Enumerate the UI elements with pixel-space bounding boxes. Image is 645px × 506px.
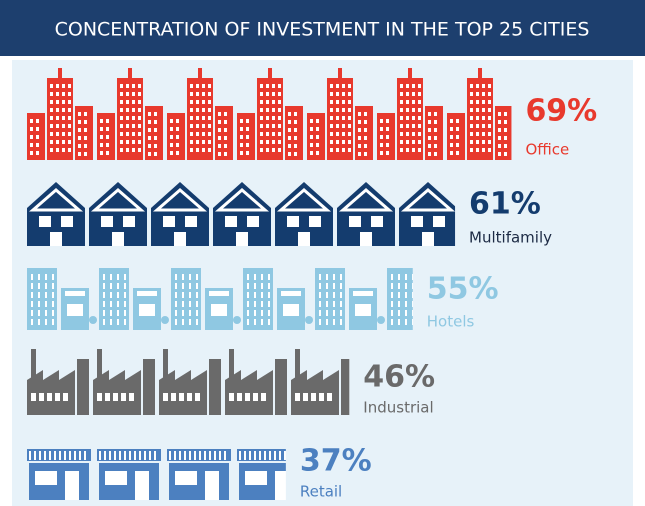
category-label: Office [525, 141, 569, 159]
icon-row [25, 258, 413, 330]
chart-title: CONCENTRATION OF INVESTMENT IN THE TOP 2… [55, 19, 590, 41]
icon-row [25, 68, 512, 160]
value-label: 55% [427, 272, 499, 307]
title-banner [0, 0, 645, 56]
value-label: 61% [469, 187, 541, 222]
category-label: Hotels [427, 313, 475, 331]
value-label: 69% [525, 94, 597, 129]
category-label: Retail [300, 483, 342, 501]
icon-row [25, 178, 456, 246]
icon-row [25, 445, 286, 500]
category-label: Multifamily [469, 229, 552, 247]
value-label: 46% [363, 360, 435, 395]
category-label: Industrial [363, 399, 433, 417]
icon-row [25, 345, 350, 415]
value-label: 37% [300, 444, 372, 479]
